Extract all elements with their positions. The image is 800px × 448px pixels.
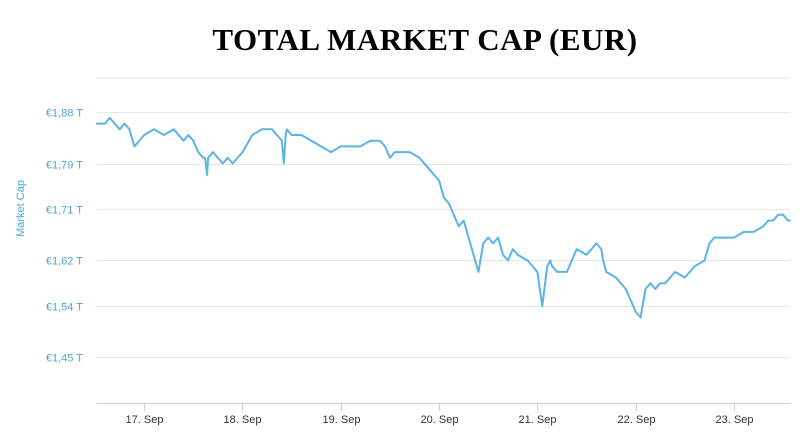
x-tick-label: 19. Sep [323, 414, 361, 426]
y-tick-label: €1,62 T [46, 256, 83, 268]
y-axis-label: Market Cap [15, 180, 27, 237]
y-tick-label: €1,88 T [46, 108, 83, 120]
x-tick-label: 21. Sep [519, 414, 557, 426]
x-tick-label: 17. Sep [126, 414, 164, 426]
chart-title: TOTAL MARKET CAP (EUR) [212, 22, 638, 57]
x-tick-label: 22. Sep [618, 414, 656, 426]
y-tick-label: €1,54 T [46, 302, 83, 314]
x-tick-label: 23. Sep [716, 414, 754, 426]
series-lines [96, 116, 791, 319]
y-tick-label: €1,45 T [46, 353, 83, 365]
x-axis: 17. Sep 18. Sep 19. Sep 20. Sep 21. Sep 22. S… [97, 403, 790, 426]
series-line-0 [96, 116, 791, 319]
y-tick-label: €1,79 T [46, 160, 83, 172]
x-tick-label: 20. Sep [421, 414, 459, 426]
grid-lines [97, 77, 790, 358]
y-axis: €1,45 T €1,54 T €1,62 T €1,71 T €1,79 T €1,88… [46, 108, 83, 365]
y-tick-label: €1,71 T [46, 205, 83, 217]
x-tick-label: 18. Sep [224, 414, 262, 426]
